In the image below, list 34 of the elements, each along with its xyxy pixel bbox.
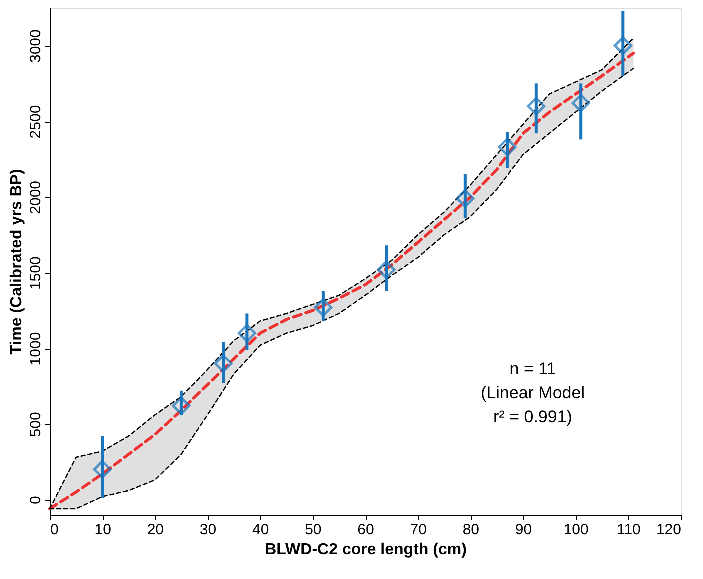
point (377, 260, 396, 280)
point (238, 324, 256, 343)
x-tick-label: 60 (358, 522, 374, 538)
x-axis-title: BLWD-C2 core length (cm) (265, 542, 467, 558)
point (498, 138, 517, 157)
x-tick-label: 110 (616, 522, 641, 538)
point (456, 189, 475, 208)
point (614, 36, 632, 56)
x-tick-label: 0 (50, 522, 59, 538)
y-tick-label: 2500 (28, 105, 44, 139)
x-tick-label: 80 (462, 522, 480, 538)
point (572, 94, 590, 113)
y-tick-label: 2000 (28, 180, 44, 214)
point (172, 396, 191, 416)
y-tick-label: 0 (28, 496, 44, 505)
point (214, 354, 233, 373)
x-tick-label: 20 (147, 522, 164, 538)
x-tick-label: 50 (305, 522, 322, 538)
y-tick-label: 3000 (28, 30, 44, 64)
x-tick-label: 30 (200, 522, 217, 538)
x-tick-label: 10 (94, 522, 112, 538)
point (527, 97, 546, 116)
y-tick-label: 500 (28, 412, 44, 438)
x-tick-label: 40 (252, 522, 270, 538)
point (314, 298, 333, 317)
x-tick-label: 120 (656, 522, 682, 538)
x-tick-label: 70 (410, 522, 427, 538)
y-tick-label: 1500 (28, 256, 44, 290)
point (93, 460, 112, 479)
x-tick-label: 90 (515, 522, 532, 538)
annotation: n = 11 (Linear Model r² = 0.991) (481, 360, 585, 427)
x-tick-label: 100 (564, 522, 589, 538)
y-tick-label: 1000 (28, 332, 44, 366)
y-axis-title: Time (Calibrated yrs BP) (8, 169, 26, 355)
